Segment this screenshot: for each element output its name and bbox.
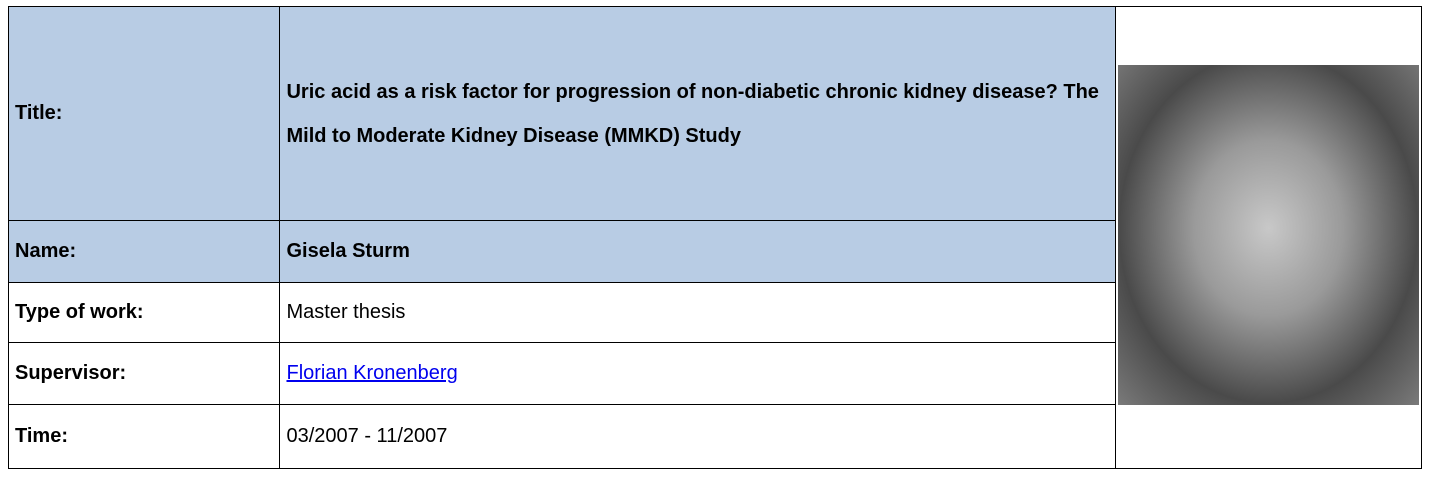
- value: 03/2007 - 11/2007: [280, 405, 1116, 469]
- info-table: Title: Uric acid as a risk factor for pr…: [8, 6, 1422, 469]
- label: Type of work:: [9, 283, 280, 343]
- label: Title:: [9, 7, 280, 221]
- supervisor-link[interactable]: Florian Kronenberg: [286, 362, 457, 384]
- label: Time:: [9, 405, 280, 469]
- value: Uric acid as a risk factor for progressi…: [280, 7, 1116, 221]
- value: Master thesis: [280, 283, 1116, 343]
- row: Title: Uric acid as a risk factor for pr…: [9, 7, 1422, 221]
- value: Gisela Sturm: [280, 221, 1116, 283]
- photo: [1118, 65, 1419, 405]
- label: Name:: [9, 221, 280, 283]
- value-cell: Florian Kronenberg: [280, 343, 1116, 405]
- page: Title: Uric acid as a risk factor for pr…: [0, 0, 1429, 502]
- label: Supervisor:: [9, 343, 280, 405]
- photo-cell: [1116, 7, 1422, 469]
